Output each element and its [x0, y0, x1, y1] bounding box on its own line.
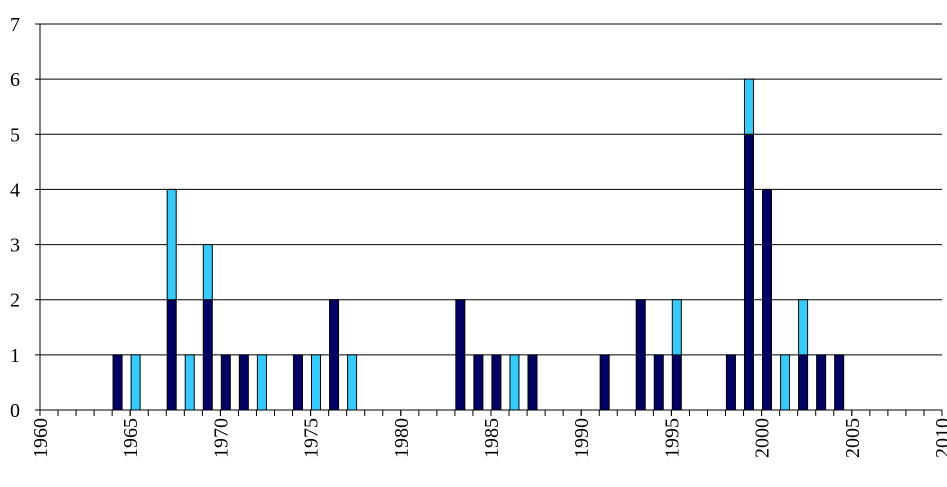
bar: [762, 188, 773, 411]
x-tick-label: 1970: [210, 418, 232, 458]
x-tick-label: 1960: [30, 418, 52, 458]
bar: [798, 299, 809, 356]
bar: [671, 299, 682, 356]
bar: [599, 354, 610, 411]
bar: [311, 354, 322, 411]
bar: [834, 354, 845, 411]
bar: [798, 354, 809, 411]
x-tick-label: 1980: [391, 418, 413, 458]
x-tick-label: 2010: [932, 418, 947, 458]
bar: [329, 299, 340, 411]
bar: [635, 299, 646, 411]
bar: [653, 354, 664, 411]
bar: [112, 354, 123, 411]
x-tick-label: 1990: [571, 418, 593, 458]
x-tick-label: 2000: [752, 418, 774, 458]
x-tick-label: 1975: [301, 418, 323, 458]
y-tick-label: 1: [10, 345, 20, 367]
bar: [671, 354, 682, 411]
y-tick-label: 4: [10, 179, 20, 201]
bar: [527, 354, 538, 411]
bar: [130, 354, 141, 411]
y-tick-label: 3: [10, 235, 20, 257]
bar: [292, 354, 303, 411]
bar: [184, 354, 195, 411]
x-tick-label: 1995: [661, 418, 683, 458]
x-tick-label: 1965: [120, 418, 142, 458]
bar: [202, 244, 213, 301]
bar: [256, 354, 267, 411]
bar: [743, 78, 754, 135]
bar: [725, 354, 736, 411]
x-tick-label: 1985: [481, 418, 503, 458]
bar: [491, 354, 502, 411]
bar: [473, 354, 484, 411]
bar: [347, 354, 358, 411]
bar: [455, 299, 466, 411]
y-tick-label: 2: [10, 290, 20, 312]
y-tick-label: 0: [10, 400, 20, 422]
bar: [220, 354, 231, 411]
bar: [202, 299, 213, 411]
y-tick-label: 5: [10, 124, 20, 146]
y-tick-label: 7: [10, 14, 20, 36]
y-tick-label: 6: [10, 69, 20, 91]
bar: [166, 299, 177, 411]
bar: [166, 188, 177, 301]
bar: [816, 354, 827, 411]
bar: [743, 133, 754, 411]
bar: [238, 354, 249, 411]
bar: [780, 354, 791, 411]
x-tick-label: 2005: [842, 418, 864, 458]
bar: [509, 354, 520, 411]
